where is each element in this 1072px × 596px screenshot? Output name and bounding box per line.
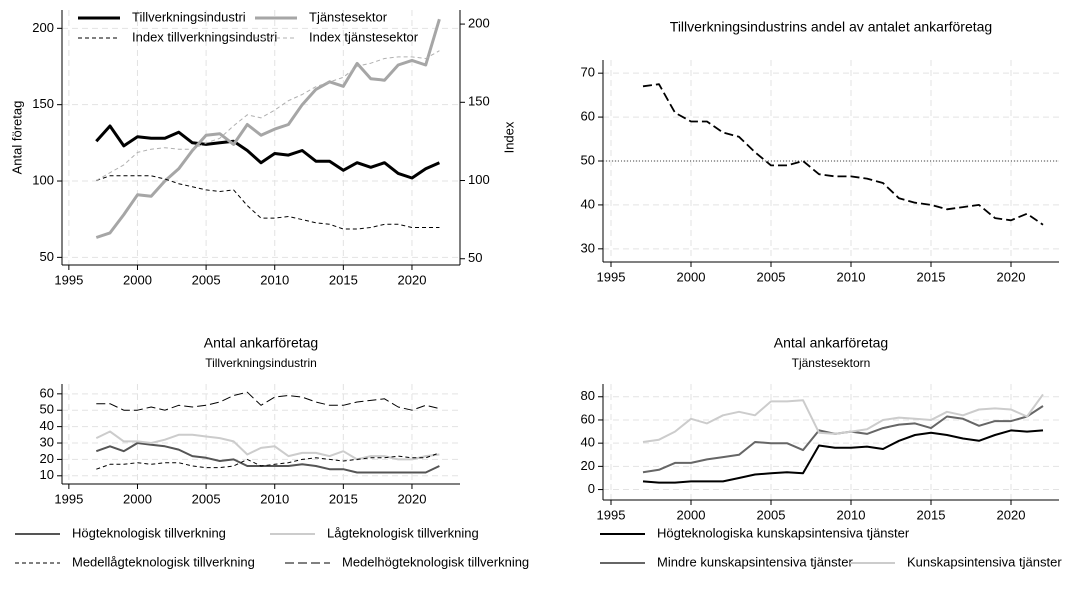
y-tick-label: 50 [581,152,595,167]
legend-label: Medellågteknologisk tillverkning [72,554,255,569]
legend-label: Medelhögteknologisk tillverkning [342,554,529,569]
x-tick-label: 2005 [757,507,786,522]
y-tick-label: 80 [581,388,595,403]
x-tick-label: 2015 [917,269,946,284]
y-tick-label: 50 [40,402,54,417]
legend-label: Tillverkningsindustri [132,9,246,24]
series-line [642,429,1044,484]
x-tick-label: 1995 [54,272,83,287]
legend-label: Mindre kunskapsintensiva tjänster [657,554,853,569]
series-line [642,393,1044,443]
y-tick-label: 40 [581,196,595,211]
legend-label: Högteknologisk tillverkning [72,525,226,540]
x-tick-label: 2010 [260,272,289,287]
y2-tick-label: 150 [468,94,490,109]
legend-label: Index tillverkningsindustri [132,29,277,44]
x-tick-label: 2015 [917,507,946,522]
series-line [95,18,441,239]
x-tick-label: 1995 [597,269,626,284]
y-tick-label: 60 [581,411,595,426]
chart-title: Antal ankarföretag [204,335,318,351]
x-tick-label: 1995 [54,491,83,506]
series-line [96,391,440,411]
series-line [96,452,440,470]
legend-label: Lågteknologisk tillverkning [327,525,479,540]
x-tick-label: 1995 [597,507,626,522]
x-tick-label: 2015 [329,272,358,287]
y-tick-label: 60 [40,385,54,400]
x-tick-label: 2000 [677,269,706,284]
x-tick-label: 2010 [260,491,289,506]
series-line [95,442,440,474]
x-tick-label: 2020 [997,507,1026,522]
x-tick-label: 2020 [398,272,427,287]
chart-title: Antal ankarföretag [774,335,888,351]
series-line [95,430,440,461]
y-tick-label: 10 [40,467,54,482]
legend-label: Högteknologiska kunskapsintensiva tjänst… [657,525,910,540]
legend-label: Tjänstesektor [309,9,388,24]
x-tick-label: 2000 [123,272,152,287]
series-line [96,175,440,230]
y-tick-label: 200 [32,20,54,35]
x-tick-label: 2000 [677,507,706,522]
y-tick-label: 100 [32,172,54,187]
y-tick-label: 60 [581,109,595,124]
y-tick-label: 30 [581,240,595,255]
x-tick-label: 2005 [192,272,221,287]
y2-tick-label: 50 [468,250,482,265]
y2-axis-label: Index [501,121,516,153]
legend-label: Index tjänstesektor [309,29,419,44]
x-tick-label: 2010 [837,507,866,522]
x-tick-label: 2000 [123,491,152,506]
x-tick-label: 2005 [757,269,786,284]
y-tick-label: 20 [40,451,54,466]
y-axis-label: Antal företag [9,101,24,175]
y-tick-label: 0 [588,481,595,496]
y-tick-label: 40 [40,418,54,433]
series-line [642,83,1044,226]
x-tick-label: 2005 [192,491,221,506]
y-tick-label: 30 [40,434,54,449]
y-tick-label: 70 [581,65,595,80]
y-tick-label: 150 [32,96,54,111]
chart-subtitle: Tjänstesektorn [792,356,871,370]
series-line [96,50,440,181]
y-tick-label: 40 [581,435,595,450]
chart-title: Tillverkningsindustrins andel av antalet… [670,19,992,35]
x-tick-label: 2015 [329,491,358,506]
y2-tick-label: 200 [468,16,490,31]
y-tick-label: 20 [581,458,595,473]
legend-label: Kunskapsintensiva tjänster [907,554,1062,569]
x-tick-label: 2020 [997,269,1026,284]
x-tick-label: 2020 [398,491,427,506]
x-tick-label: 2010 [837,269,866,284]
series-line [95,124,441,180]
y2-tick-label: 100 [468,172,490,187]
y-tick-label: 50 [40,249,54,264]
chart-subtitle: Tillverkningsindustrin [205,356,317,370]
